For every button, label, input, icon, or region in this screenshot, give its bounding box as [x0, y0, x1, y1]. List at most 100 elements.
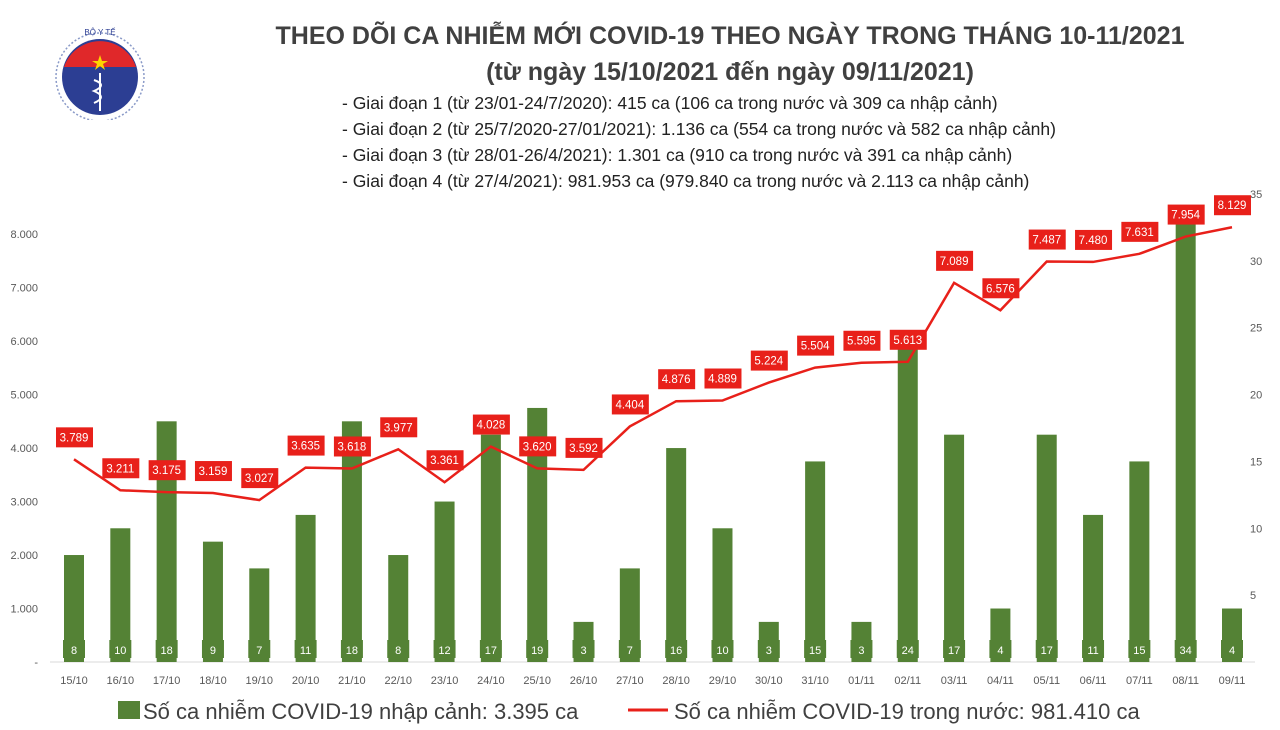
bar [295, 514, 316, 662]
x-tick-label: 18/10 [199, 675, 227, 687]
line-label: 3.175 [152, 465, 181, 477]
bar-label: 34 [1180, 645, 1192, 657]
right-tick-label: 20 [1250, 390, 1262, 402]
chart-subtitle: (từ ngày 15/10/2021 đến ngày 09/11/2021) [486, 58, 974, 86]
bar [480, 434, 501, 662]
right-tick-label: 30 [1250, 256, 1262, 268]
bar-label: 4 [1229, 645, 1235, 657]
line-label: 4.876 [662, 374, 691, 386]
line-label-box [797, 335, 835, 356]
line-label-box [1075, 229, 1113, 250]
bar-label-box [155, 640, 178, 658]
left-tick-label: 7.000 [10, 283, 38, 295]
line-label-box [750, 350, 788, 371]
x-tick-label: 05/11 [1033, 675, 1060, 687]
line-label-box [56, 427, 93, 448]
x-tick-label: 22/10 [384, 675, 412, 687]
phase-4: - Giai đoạn 4 (từ 27/4/2021): 981.953 ca… [342, 171, 1030, 191]
bar-label-box [850, 640, 873, 658]
ministry-of-health-logo: BỘ Y TẾ [55, 27, 145, 120]
bar-label-box [526, 640, 549, 658]
bar-label-box [109, 640, 132, 658]
line-label: 7.480 [1079, 235, 1108, 247]
bar-label-box [1174, 640, 1197, 658]
bar-label-box [1082, 640, 1105, 658]
right-tick-label: 5 [1250, 590, 1256, 602]
bar-label-box [572, 640, 595, 658]
line-label: 3.592 [569, 443, 598, 455]
bar-label-box [757, 640, 780, 658]
legend-line-label: Số ca nhiễm COVID-19 trong nước: 981.410… [674, 699, 1140, 724]
x-tick-label: 04/11 [987, 675, 1014, 687]
line-label-box [380, 417, 418, 438]
line-label-box [1167, 204, 1205, 225]
line-label-box [241, 468, 279, 489]
bar [619, 568, 640, 662]
left-tick-label: 8.000 [10, 229, 38, 241]
bar-label: 8 [395, 645, 401, 657]
line-label-box [611, 394, 649, 415]
phase-2: - Giai đoạn 2 (từ 25/7/2020-27/01/2021):… [342, 119, 1056, 139]
bar-label-box [1035, 640, 1058, 658]
bar-label: 3 [580, 645, 586, 657]
right-tick-label: 35 [1250, 189, 1262, 201]
bar [897, 341, 918, 662]
x-tick-label: 01/11 [848, 675, 875, 687]
x-tick-label: 16/10 [107, 675, 135, 687]
chart-title: THEO DÕI CA NHIỄM MỚI COVID-19 THEO NGÀY… [275, 22, 1185, 50]
line-label: 3.620 [523, 441, 552, 453]
line-label-box [287, 435, 325, 456]
phase-1: - Giai đoạn 1 (từ 23/01-24/7/2020): 415 … [342, 93, 998, 113]
line-label: 6.576 [986, 283, 1015, 295]
x-tick-label: 23/10 [431, 675, 459, 687]
line-label: 4.028 [476, 420, 505, 432]
left-tick-label: 5.000 [10, 390, 38, 402]
bar-label: 11 [1087, 645, 1098, 657]
bar [110, 528, 131, 662]
line-label: 3.977 [384, 422, 413, 434]
left-tick-label: 4.000 [10, 443, 38, 455]
bar [944, 434, 965, 662]
left-tick-label: 1.000 [10, 604, 38, 616]
bar-label: 17 [1041, 645, 1053, 657]
bar [1175, 207, 1196, 662]
x-tick-label: 26/10 [570, 675, 598, 687]
line-label-box [519, 436, 557, 457]
bar-label: 19 [531, 645, 543, 657]
line-label-box [1121, 221, 1159, 242]
line-label-box [982, 278, 1020, 299]
phase-3: - Giai đoạn 3 (từ 28/01-26/4/2021): 1.30… [342, 145, 1013, 165]
x-tick-label: 28/10 [662, 675, 690, 687]
bar-label: 8 [71, 645, 77, 657]
bar-label: 12 [438, 645, 450, 657]
bar-label-box [340, 640, 363, 658]
bar-label-box [618, 640, 641, 658]
x-tick-label: 27/10 [616, 675, 644, 687]
bar-label: 4 [997, 645, 1003, 657]
bar-label-box [665, 640, 688, 658]
bar-label: 10 [114, 645, 126, 657]
left-tick-label: 6.000 [10, 336, 38, 348]
left-tick-label: 3.000 [10, 497, 38, 509]
x-tick-label: 07/11 [1126, 675, 1153, 687]
line-label: 5.224 [754, 356, 783, 368]
left-tick-label: - [34, 657, 38, 669]
line-label: 5.613 [893, 335, 922, 347]
bar-label: 17 [948, 645, 960, 657]
line-label: 3.361 [430, 455, 459, 467]
bar [666, 448, 687, 662]
line-label-box [658, 369, 696, 390]
line-label-box [936, 250, 974, 271]
line-label: 7.487 [1032, 235, 1061, 247]
legend-bar-swatch [118, 701, 140, 719]
bar-label-box [989, 640, 1012, 658]
x-tick-label: 21/10 [338, 675, 366, 687]
x-tick-label: 15/10 [60, 675, 88, 687]
bar-label-box [479, 640, 502, 658]
line-label-box [565, 437, 603, 458]
bar [388, 555, 409, 662]
x-tick-label: 25/10 [523, 675, 551, 687]
line-label: 7.089 [940, 256, 969, 268]
bar [712, 528, 733, 662]
